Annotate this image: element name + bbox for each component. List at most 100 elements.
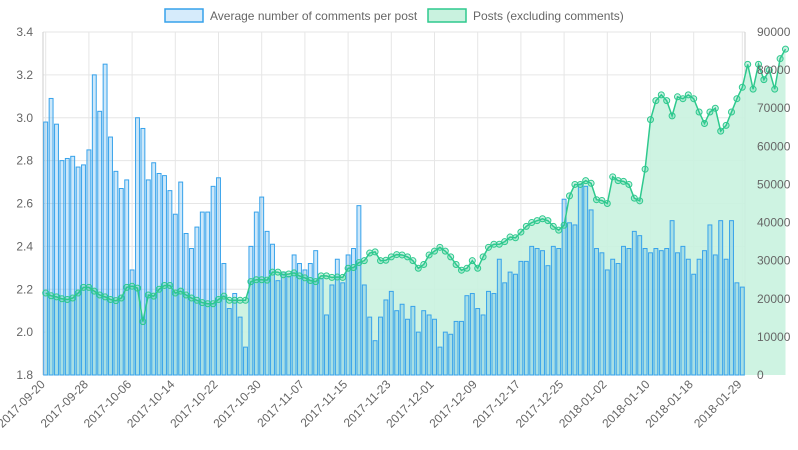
y-left-tick-label: 3.0 [16, 111, 33, 125]
x-tick-label: 2018-01-29 [691, 377, 745, 431]
posts-point [112, 297, 120, 305]
comments-bar [210, 185, 216, 376]
comments-bar [43, 121, 49, 376]
posts-point [425, 251, 433, 259]
posts-point [663, 97, 671, 105]
posts-point [603, 200, 611, 207]
comments-bar [405, 318, 410, 376]
posts-point [630, 194, 638, 202]
comments-bar [372, 340, 378, 376]
posts-point [771, 85, 779, 93]
comments-bar [54, 123, 59, 376]
posts-point [333, 273, 341, 281]
posts-point [263, 276, 271, 284]
posts-point [587, 179, 595, 187]
posts-point [506, 233, 514, 241]
comments-bar [664, 248, 670, 376]
posts-point [420, 260, 428, 268]
y-left-tick-label: 3.2 [16, 68, 33, 82]
y-left-tick-label: 2.4 [16, 239, 33, 253]
comments-bar [151, 162, 157, 376]
comments-bar [712, 254, 718, 376]
comments-bar [199, 211, 205, 376]
posts-point [236, 296, 244, 304]
posts-point [463, 264, 471, 272]
posts-point [58, 295, 66, 303]
posts-point [733, 95, 741, 103]
comments-bar [675, 252, 680, 376]
comments-bar [631, 230, 637, 376]
comments-bar [334, 258, 340, 376]
posts-area-fill [45, 49, 786, 376]
comments-bar [221, 263, 227, 376]
comments-bar [491, 293, 497, 376]
posts-point [657, 91, 665, 99]
y-right-tick-label: 0 [757, 368, 764, 382]
comments-bar [426, 314, 432, 376]
comments-bar [626, 248, 632, 376]
y-right-tick-label: 70000 [757, 101, 791, 115]
comments-bar [642, 248, 648, 376]
posts-point [134, 284, 141, 292]
comments-bar [378, 316, 383, 376]
posts-point [215, 296, 222, 304]
comments-bar [518, 260, 524, 376]
y-right-tick-label: 60000 [757, 139, 791, 153]
comments-bar [459, 320, 464, 376]
comments-bar [594, 248, 599, 376]
y-right-tick-label: 90000 [757, 25, 791, 39]
comments-bar [108, 136, 113, 376]
posts-point [722, 121, 730, 129]
comments-bar [696, 258, 702, 376]
comments-bar [324, 314, 329, 376]
comments-bar [550, 245, 556, 376]
legend-swatch [164, 8, 204, 23]
comments-bar [280, 271, 286, 376]
comments-bar [421, 310, 427, 376]
posts-point [744, 60, 752, 68]
comments-bar [604, 269, 610, 376]
y-left-tick-label: 2.6 [16, 197, 33, 211]
posts-point [566, 192, 573, 200]
posts-point [161, 281, 168, 289]
comments-bar [464, 295, 470, 376]
posts-point [560, 221, 568, 229]
posts-point [177, 287, 185, 295]
posts-point [695, 108, 703, 116]
posts-point [74, 289, 82, 297]
posts-point [749, 85, 757, 93]
comments-bar [75, 166, 81, 376]
comments-bar [329, 284, 335, 376]
comments-bar [496, 258, 502, 376]
comments-bar [205, 211, 211, 376]
posts-point [495, 240, 503, 248]
comments-bar [615, 263, 621, 376]
comments-bar [216, 177, 221, 376]
posts-point [479, 253, 487, 261]
comments-bar [307, 263, 313, 376]
posts-point [620, 177, 627, 185]
posts-point [117, 294, 125, 302]
comments-bar [453, 320, 459, 376]
posts-point [312, 278, 320, 286]
comments-bar [561, 198, 567, 376]
comments-bar [545, 265, 551, 376]
posts-point [274, 268, 282, 276]
posts-point [641, 165, 649, 173]
posts-point [155, 285, 163, 293]
posts-point [225, 296, 233, 304]
posts-point [101, 293, 109, 301]
posts-point [782, 45, 789, 53]
posts-point [593, 196, 600, 204]
posts-point [598, 196, 606, 204]
comments-bar [135, 117, 140, 376]
comments-bar [297, 263, 302, 376]
posts-point [738, 83, 746, 91]
y-left-tick-label: 2.2 [16, 282, 33, 296]
comments-bar [523, 260, 529, 376]
posts-point [409, 257, 417, 265]
comments-bar [739, 286, 745, 376]
comments-bar [172, 213, 178, 376]
posts-line [45, 48, 787, 322]
